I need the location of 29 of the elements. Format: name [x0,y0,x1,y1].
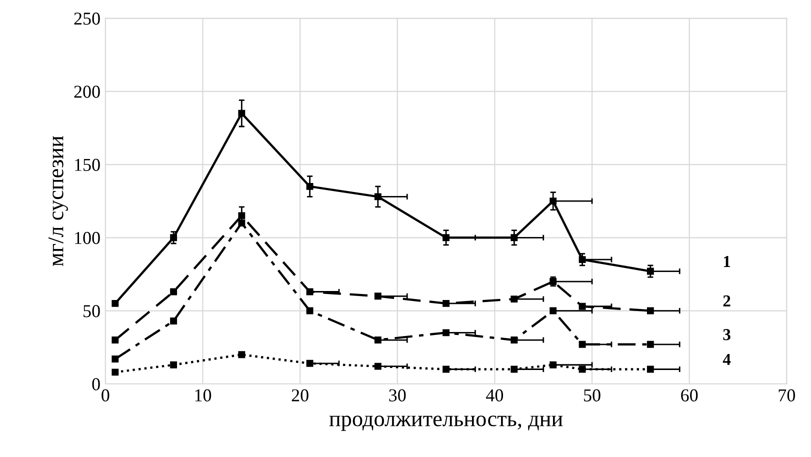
point [238,351,246,358]
point [112,300,119,307]
x-tick-label: 20 [292,389,308,402]
x-tick-label: 0 [102,389,110,402]
text: 4 [722,354,731,365]
point [112,336,119,344]
x-tick-label: 30 [389,389,406,402]
y-tick-label: 150 [75,158,100,171]
x-tick-label: 70 [778,389,796,402]
point [112,368,119,376]
text: 2 [723,295,730,306]
y-tick-label: 100 [75,232,100,244]
y-tick-label: 50 [84,305,100,318]
x-axis-title: продолжительность, дни [329,416,563,431]
point [238,220,246,226]
x-tick-label: 60 [681,389,698,402]
x-tick-label: 50 [584,389,600,402]
y-tick-label: 200 [74,86,100,98]
point [170,318,178,324]
y-axis-title: мг/л суспезии [48,136,68,266]
point [170,234,178,242]
text: 1 [724,256,730,267]
text: 3 [723,329,730,340]
point [112,356,119,362]
x-tick-label: 10 [195,389,212,402]
y-tick-label: 0 [92,378,100,390]
y-tick-label: 250 [74,12,100,25]
point [170,361,178,368]
x-tick-label: 40 [486,389,504,402]
